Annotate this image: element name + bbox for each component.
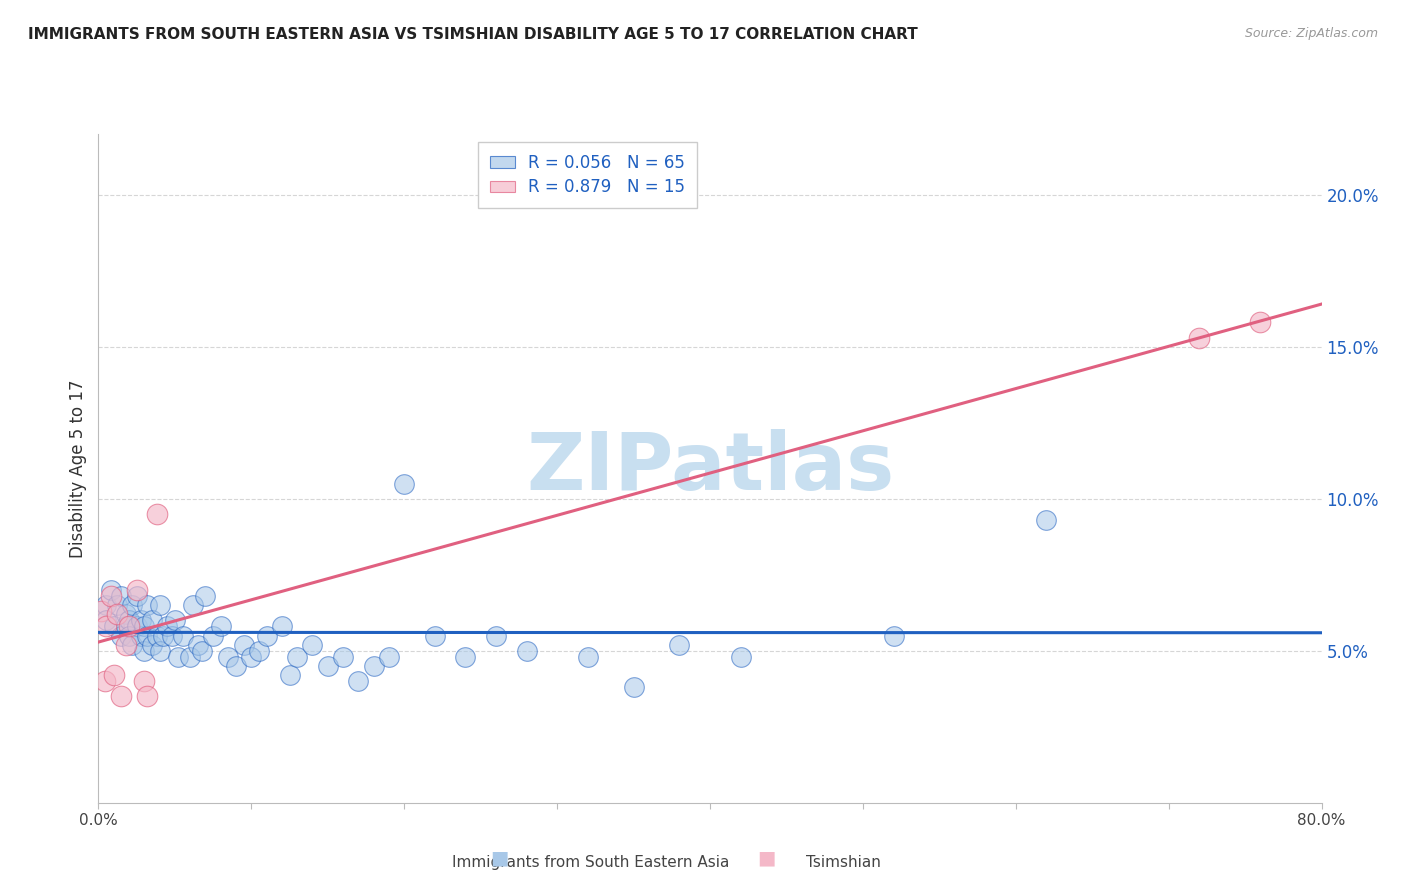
Point [145, 507, 167, 521]
Point [332, 649, 354, 664]
Point [141, 638, 163, 652]
Point [256, 628, 278, 642]
Point [100, 582, 122, 597]
Point [118, 619, 141, 633]
Point [103, 668, 125, 682]
Text: IMMIGRANTS FROM SOUTH EASTERN ASIA VS TSIMSHIAN DISABILITY AGE 5 TO 17 CORRELATI: IMMIGRANTS FROM SOUTH EASTERN ASIA VS TS… [28, 27, 918, 42]
Point [110, 690, 132, 704]
Point [134, 619, 156, 633]
Point [232, 638, 254, 652]
Point [225, 659, 247, 673]
Point [247, 644, 270, 658]
Point [125, 589, 148, 603]
Point [516, 644, 538, 658]
Point [179, 649, 201, 664]
Point [149, 644, 172, 658]
Point [115, 619, 138, 633]
Point [285, 649, 308, 664]
Point [125, 582, 148, 597]
Point [136, 690, 159, 704]
Point [392, 476, 416, 491]
Point [240, 649, 263, 664]
Point [316, 659, 339, 673]
Point [623, 680, 645, 694]
Point [363, 659, 385, 673]
Point [136, 628, 159, 642]
Point [134, 674, 156, 689]
Point [187, 638, 209, 652]
Point [129, 628, 152, 642]
Point [152, 628, 174, 642]
Point [423, 628, 446, 642]
Point [129, 613, 152, 627]
Point [1035, 513, 1057, 527]
Point [668, 638, 690, 652]
Point [160, 628, 183, 642]
Point [270, 619, 292, 633]
Point [1188, 330, 1211, 344]
Point [730, 649, 752, 664]
Legend: R = 0.056   N = 65, R = 0.879   N = 15: R = 0.056 N = 65, R = 0.879 N = 15 [478, 142, 697, 208]
Text: Tsimshian: Tsimshian [806, 855, 882, 870]
Y-axis label: Disability Age 5 to 17: Disability Age 5 to 17 [69, 379, 87, 558]
Point [110, 628, 132, 642]
Point [118, 628, 141, 642]
Point [1249, 315, 1271, 329]
Point [121, 638, 143, 652]
Point [191, 644, 214, 658]
Point [145, 628, 167, 642]
Point [118, 613, 141, 627]
Text: ■: ■ [756, 848, 776, 867]
Point [125, 619, 148, 633]
Point [105, 607, 128, 622]
Point [115, 638, 138, 652]
Text: Source: ZipAtlas.com: Source: ZipAtlas.com [1244, 27, 1378, 40]
Point [209, 619, 232, 633]
Point [347, 674, 370, 689]
Text: ■: ■ [489, 848, 509, 867]
Point [485, 628, 508, 642]
Point [110, 589, 132, 603]
Text: ZIPatlas: ZIPatlas [526, 429, 894, 508]
Point [105, 598, 128, 612]
Point [163, 613, 186, 627]
Point [134, 644, 156, 658]
Point [90, 604, 112, 618]
Point [149, 598, 172, 612]
Point [278, 668, 301, 682]
Point [100, 589, 122, 603]
Text: Immigrants from South Eastern Asia: Immigrants from South Eastern Asia [451, 855, 730, 870]
Point [141, 613, 163, 627]
Point [172, 628, 194, 642]
Point [94, 619, 117, 633]
Point [454, 649, 477, 664]
Point [202, 628, 225, 642]
Point [576, 649, 599, 664]
Point [136, 598, 159, 612]
Point [115, 607, 138, 622]
Point [301, 638, 323, 652]
Point [121, 598, 143, 612]
Point [181, 598, 204, 612]
Point [94, 613, 117, 627]
Point [883, 628, 905, 642]
Point [217, 649, 239, 664]
Point [156, 619, 179, 633]
Point [103, 619, 125, 633]
Point [378, 649, 401, 664]
Point [167, 649, 190, 664]
Point [93, 674, 115, 689]
Point [194, 589, 217, 603]
Point [94, 598, 117, 612]
